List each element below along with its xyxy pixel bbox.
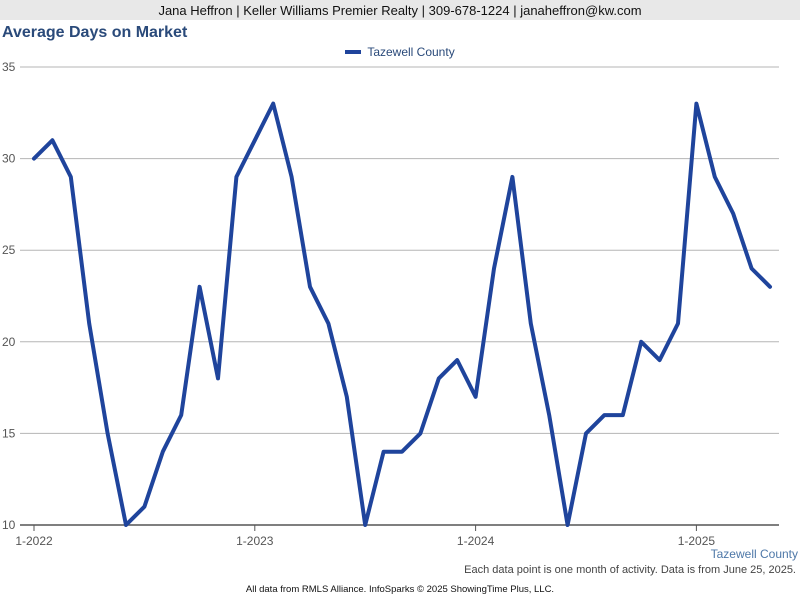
data-point[interactable] [398,448,406,456]
data-point[interactable] [766,283,774,291]
data-point[interactable] [288,173,296,181]
line-chart: 10 15 20 25 30 35 1-2022 1-2023 1-2024 1-2025 [2,60,779,548]
y-tick-label: 35 [2,60,16,74]
y-tick-label: 10 [2,518,16,532]
data-point[interactable] [343,393,351,401]
agent-contact-text: Jana Heffron | Keller Williams Premier R… [158,2,642,18]
footnote: Each data point is one month of activity… [464,564,796,576]
data-point[interactable] [490,265,498,273]
chart-title: Average Days on Market [2,24,188,41]
data-point[interactable] [656,356,664,364]
data-point[interactable] [435,374,443,382]
data-point[interactable] [380,448,388,456]
y-tick-label: 15 [2,426,16,440]
data-point[interactable] [324,319,332,327]
data-point[interactable] [600,411,608,419]
data-point[interactable] [269,100,277,108]
x-tick-label: 1-2024 [457,534,495,548]
x-tick-label: 1-2022 [15,534,53,548]
source-label: Tazewell County [710,547,798,561]
data-point[interactable] [306,283,314,291]
header-bar: Jana Heffron | Keller Williams Premier R… [0,0,800,20]
data-point[interactable] [232,173,240,181]
data-point[interactable] [619,411,627,419]
chart-legend[interactable]: Tazewell County [0,45,800,59]
data-point[interactable] [177,411,185,419]
data-point[interactable] [361,521,369,529]
data-point[interactable] [122,521,130,529]
data-point[interactable] [582,429,590,437]
data-point[interactable] [214,374,222,382]
series-line-tazewell-county[interactable] [32,101,772,527]
axes: 10 15 20 25 30 35 1-2022 1-2023 1-2024 1-2025 [2,60,715,548]
data-point[interactable] [711,173,719,181]
copyright-text: All data from RMLS Alliance. InfoSparks … [245,584,555,595]
data-point[interactable] [508,173,516,181]
y-tick-label: 20 [2,335,16,349]
data-point[interactable] [140,503,148,511]
data-point[interactable] [674,319,682,327]
legend-label-tazewell-county: Tazewell County [367,45,455,59]
data-point[interactable] [637,338,645,346]
series-layer [30,100,774,529]
data-point[interactable] [104,429,112,437]
data-point[interactable] [453,356,461,364]
data-point[interactable] [196,283,204,291]
data-point[interactable] [527,319,535,327]
data-point[interactable] [48,136,56,144]
gridlines [20,66,779,526]
x-tick-label: 1-2025 [678,534,716,548]
data-point[interactable] [159,448,167,456]
data-point[interactable] [545,411,553,419]
data-point[interactable] [729,210,737,218]
data-point[interactable] [67,173,75,181]
legend-swatch [345,50,362,54]
data-point[interactable] [416,429,424,437]
data-point[interactable] [30,155,38,163]
data-point[interactable] [85,319,93,327]
data-point[interactable] [748,265,756,273]
data-point[interactable] [251,136,259,144]
y-tick-label: 30 [2,152,16,166]
data-point[interactable] [472,393,480,401]
data-point[interactable] [692,100,700,108]
data-point[interactable] [564,521,572,529]
x-tick-label: 1-2023 [236,534,274,548]
y-tick-label: 25 [2,243,16,257]
